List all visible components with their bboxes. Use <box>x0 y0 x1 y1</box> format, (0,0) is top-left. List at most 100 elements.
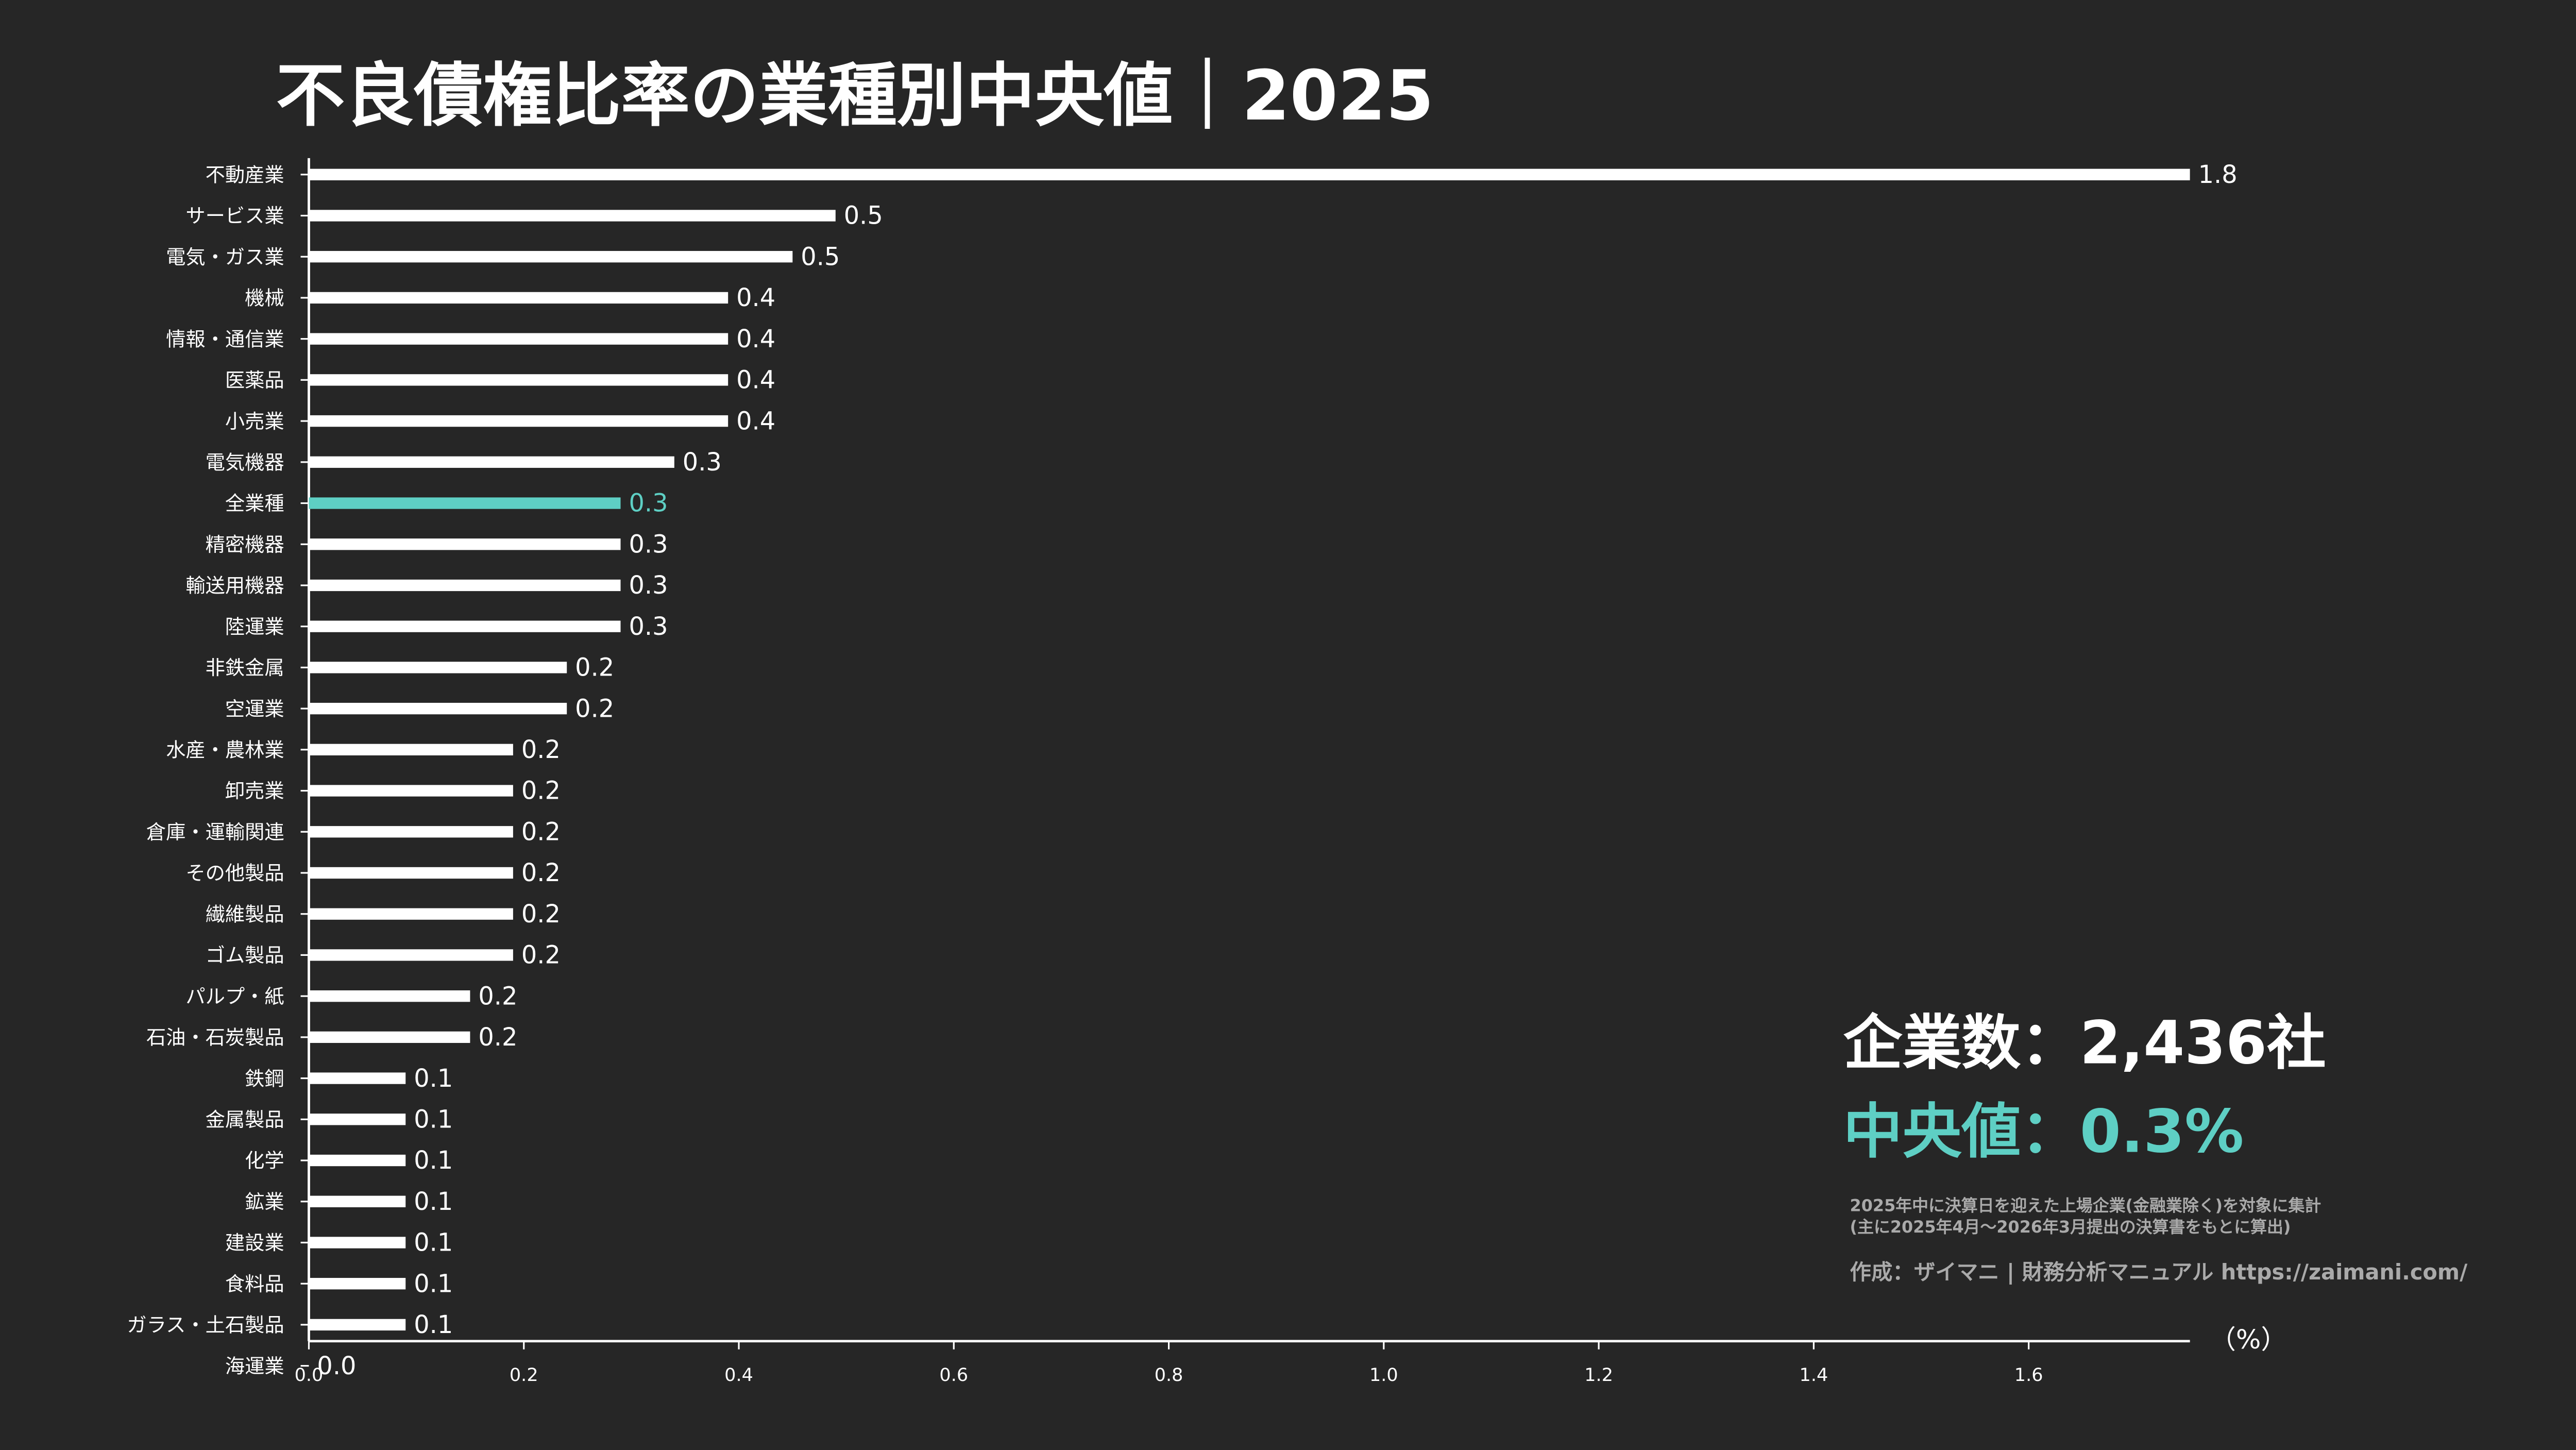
value-label: 0.2 <box>521 818 561 846</box>
bar <box>309 990 470 1002</box>
value-label: 0.0 <box>317 1352 356 1380</box>
y-tick-label: 海運業 <box>225 1355 284 1378</box>
bar <box>309 374 728 386</box>
credit: 作成：ザイマニ | 財務分析マニュアル https://zaimani.com/ <box>1850 1260 2468 1285</box>
bar <box>309 1237 406 1249</box>
bar <box>309 538 621 550</box>
y-tick-label: サービス業 <box>185 205 284 228</box>
y-tick-label: 小売業 <box>225 410 284 433</box>
value-label: 0.2 <box>521 900 561 929</box>
y-tick-label: 食料品 <box>225 1273 284 1296</box>
x-tick-label: 1.4 <box>1800 1364 1828 1386</box>
value-label: 0.1 <box>414 1105 453 1134</box>
value-label: 0.2 <box>575 695 614 723</box>
y-tick-label: 繊維製品 <box>206 903 284 926</box>
bar <box>309 1031 470 1043</box>
value-label: 0.1 <box>414 1188 453 1216</box>
value-label: 0.1 <box>414 1270 453 1298</box>
x-tick-label: 1.6 <box>2014 1364 2043 1386</box>
bar <box>309 785 513 797</box>
value-label: 0.5 <box>844 202 883 230</box>
value-label: 0.5 <box>801 243 840 271</box>
y-tick-label: 倉庫・運輸関連 <box>146 821 284 844</box>
y-tick-label: 石油・石炭製品 <box>146 1026 284 1050</box>
value-label: 0.3 <box>629 571 668 600</box>
bar <box>309 333 728 345</box>
x-tick-label: 1.0 <box>1369 1364 1398 1386</box>
value-label: 0.3 <box>629 490 668 518</box>
y-tick-label: 金属製品 <box>206 1108 284 1132</box>
y-tick-label: その他製品 <box>185 862 284 885</box>
bar <box>309 1072 406 1084</box>
bar <box>309 908 513 920</box>
value-label: 0.2 <box>521 777 561 805</box>
y-tick-label: 陸運業 <box>225 615 284 638</box>
y-tick-label: 全業種 <box>225 492 284 515</box>
chart-title: 不良債権比率の業種別中央値｜2025 <box>276 56 1434 136</box>
value-label: 0.2 <box>521 736 561 764</box>
bar <box>309 1114 406 1125</box>
bar <box>309 497 621 509</box>
bar <box>309 702 567 715</box>
value-label: 0.2 <box>575 654 614 682</box>
y-tick-label: 電気機器 <box>206 451 284 474</box>
bar <box>309 826 513 838</box>
value-label: 0.1 <box>414 1229 453 1257</box>
value-label: 0.1 <box>414 1065 453 1093</box>
company-count: 企業数：2,436社 <box>1843 1008 2326 1077</box>
y-tick-label: 空運業 <box>225 698 284 721</box>
bar <box>309 292 728 304</box>
value-label: 0.3 <box>683 448 722 477</box>
y-tick-label: 医薬品 <box>225 369 284 392</box>
y-tick-label: 情報・通信業 <box>166 328 284 351</box>
y-tick-label: 鉄鋼 <box>245 1067 284 1090</box>
y-tick-label: 建設業 <box>225 1232 284 1255</box>
y-tick-label: 精密機器 <box>206 533 284 557</box>
bar <box>309 744 513 755</box>
value-label: 0.2 <box>521 859 561 887</box>
y-tick-label: 鉱業 <box>245 1190 284 1213</box>
y-tick-label: 機械 <box>245 287 284 310</box>
bar <box>309 949 513 961</box>
y-tick-label: 非鉄金属 <box>206 656 284 680</box>
value-label: 0.1 <box>414 1311 453 1339</box>
value-label: 0.4 <box>736 325 775 353</box>
value-label: 0.3 <box>629 613 668 641</box>
x-tick-label: 1.2 <box>1584 1364 1613 1386</box>
bar <box>309 867 513 879</box>
bar <box>309 210 836 222</box>
y-tick-label: 化学 <box>245 1150 284 1173</box>
value-label: 0.2 <box>478 982 517 1010</box>
y-tick-label: パルプ・紙 <box>185 985 284 1008</box>
bar <box>309 1319 406 1331</box>
x-tick-label: 0.8 <box>1155 1364 1183 1386</box>
value-label: 0.2 <box>521 941 561 970</box>
y-tick-label: ガラス・土石製品 <box>127 1314 284 1337</box>
value-label: 0.4 <box>736 366 775 395</box>
y-tick-label: 水産・農林業 <box>166 739 284 762</box>
bar <box>309 1195 406 1207</box>
value-label: 0.3 <box>629 530 668 559</box>
median-note: 中央値：0.3% <box>1843 1097 2244 1166</box>
x-tick-label: 0.2 <box>510 1364 538 1386</box>
bar <box>309 251 793 263</box>
x-tick-label: 0.6 <box>939 1364 968 1386</box>
y-tick-label: 電気・ガス業 <box>166 246 284 269</box>
x-tick-label: 0.4 <box>724 1364 753 1386</box>
bar <box>309 620 621 632</box>
y-tick-label: ゴム製品 <box>206 944 284 967</box>
value-label: 0.4 <box>736 407 775 435</box>
note: 2025年中に決算日を迎えた上場企業(金融業除く)を対象に集計 <box>1850 1195 2321 1215</box>
value-label: 0.1 <box>414 1146 453 1175</box>
bar <box>309 456 674 468</box>
bar <box>309 415 728 427</box>
bar <box>309 168 2190 180</box>
y-tick-label: 卸売業 <box>225 780 284 803</box>
x-tick-label: 0.0 <box>295 1364 324 1386</box>
bar <box>309 662 567 673</box>
y-tick-label: 輸送用機器 <box>185 575 284 598</box>
note: (主に2025年4月〜2026年3月提出の決算書をもとに算出) <box>1850 1217 2291 1237</box>
